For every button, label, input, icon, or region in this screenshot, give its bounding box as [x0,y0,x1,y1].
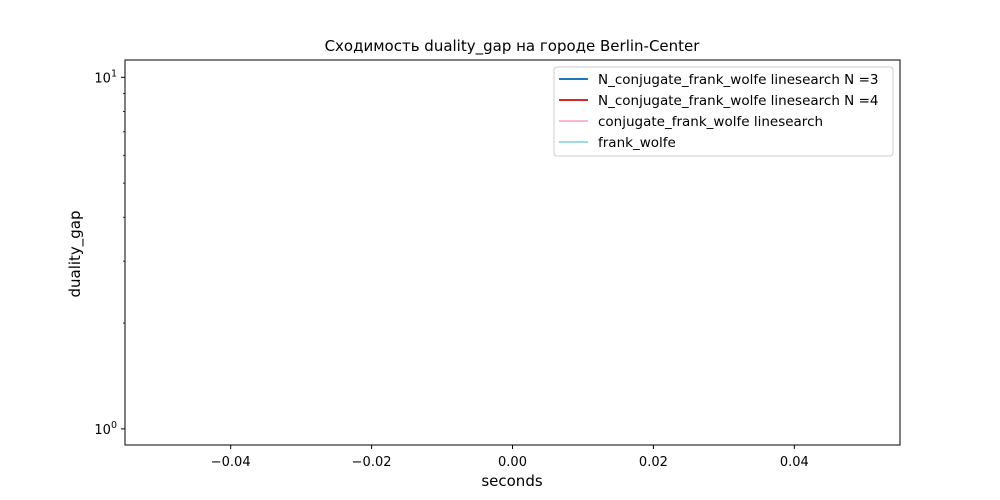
y-tick-label-exponent: 0 [111,420,117,431]
x-tick-label: 0.04 [780,455,809,470]
legend-entry-0: N_conjugate_frank_wolfe linesearch N =3 [598,72,878,88]
y-tick-label: 100 [94,420,117,438]
y-tick-label-base: 10 [94,71,111,86]
legend-entry-3: frank_wolfe [598,135,676,151]
y-tick-label-base: 10 [94,423,111,438]
legend: N_conjugate_frank_wolfe linesearch N =3 N… [553,66,894,157]
legend-entry-1: N_conjugate_frank_wolfe linesearch N =4 [598,93,878,109]
x-axis-label: seconds [481,472,542,490]
x-axis: −0.04 −0.02 0.00 0.02 0.04 [211,445,809,470]
x-tick-label: 0.00 [498,455,527,470]
legend-box [553,66,894,157]
x-tick-label: 0.02 [639,455,668,470]
legend-entry-2: conjugate_frank_wolfe linesearch [598,114,823,130]
chart-title: Сходимость duality_gap на городе Berlin-… [325,37,701,56]
x-tick-label: −0.04 [211,455,251,470]
y-axis-label: duality_gap [66,210,85,297]
y-tick-label: 101 [94,68,117,86]
x-tick-label: −0.02 [352,455,392,470]
y-tick-label-exponent: 1 [111,68,117,79]
